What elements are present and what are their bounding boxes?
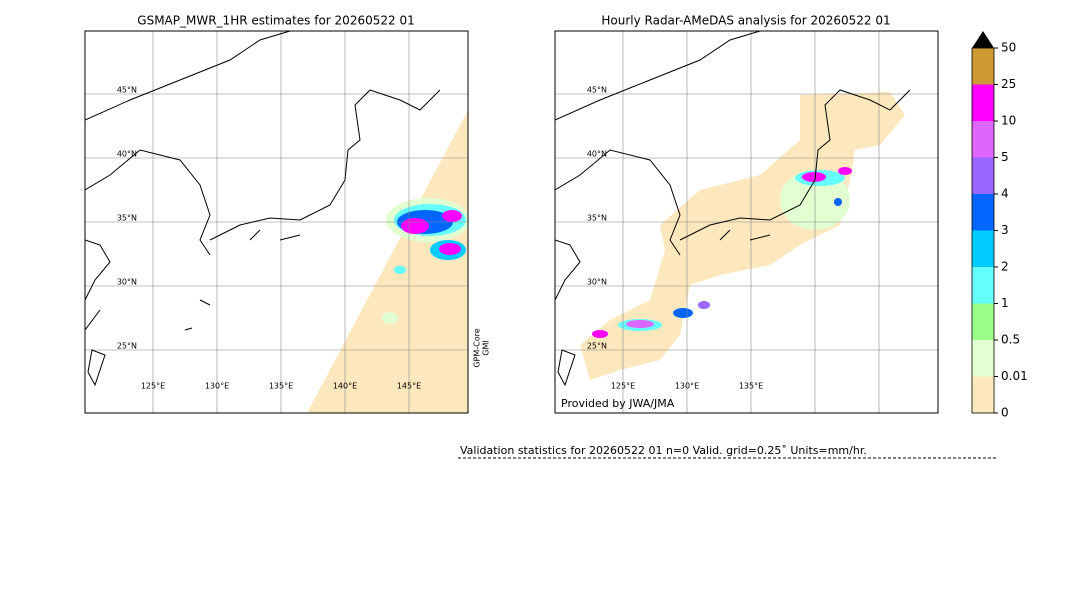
colorbar-segment: [972, 121, 994, 158]
lon-label: 140°E: [333, 382, 357, 391]
validation-text: Validation statistics for 20260522 01 n=…: [460, 444, 867, 457]
lat-label: 30°N: [587, 278, 607, 287]
right-map: [555, 31, 938, 413]
lon-label: 130°E: [205, 382, 229, 391]
colorbar-segment: [972, 376, 994, 413]
colorbar-label: 0.5: [1001, 333, 1020, 347]
lat-label: 25°N: [117, 342, 137, 351]
colorbar-label: 25: [1001, 77, 1016, 91]
left-map: [85, 31, 468, 413]
lon-label: 135°E: [269, 382, 293, 391]
lat-label: 30°N: [117, 278, 137, 287]
lat-label: 35°N: [587, 214, 607, 223]
colorbar-segment: [972, 194, 994, 231]
colorbar-label: 50: [1001, 41, 1016, 55]
right-frame: [554, 30, 939, 414]
colorbar-label: 4: [1001, 187, 1009, 201]
colorbar-label: 0.01: [1001, 369, 1028, 383]
colorbar-label: 3: [1001, 223, 1009, 237]
colorbar-segment: [972, 340, 994, 377]
lat-label: 45°N: [117, 86, 137, 95]
lon-label: 130°E: [675, 382, 699, 391]
colorbar-label: 1: [1001, 296, 1009, 310]
lat-label: 40°N: [587, 150, 607, 159]
lat-label: 25°N: [587, 342, 607, 351]
lon-label: 125°E: [611, 382, 635, 391]
lat-label: 40°N: [117, 150, 137, 159]
lon-label: 145°E: [397, 382, 421, 391]
colorbar-label: 10: [1001, 114, 1016, 128]
colorbar-segment: [972, 267, 994, 304]
radar-coverage: [580, 92, 905, 380]
colorbar-label: 0: [1001, 406, 1009, 420]
lon-label: 135°E: [739, 382, 763, 391]
left-title: GSMAP_MWR_1HR estimates for 20260522 01: [137, 14, 414, 28]
colorbar: 0 0.01 0.5 1 2 3 4 5 10 25 50: [971, 31, 1028, 420]
lon-label: 125°E: [141, 382, 165, 391]
lat-label: 45°N: [587, 86, 607, 95]
right-title: Hourly Radar-AMeDAS analysis for 2026052…: [601, 14, 890, 28]
sensor-label: GPM-Core: [473, 328, 482, 367]
colorbar-segment: [972, 84, 994, 121]
colorbar-segment: [972, 157, 994, 194]
left-frame: [84, 30, 469, 414]
swath: [307, 110, 468, 413]
colorbar-label: 2: [1001, 260, 1009, 274]
colorbar-segment: [972, 303, 994, 340]
colorbar-extend: [972, 31, 994, 48]
colorbar-label: 5: [1001, 150, 1009, 164]
precip: [382, 198, 468, 324]
lat-label: 35°N: [117, 214, 137, 223]
colorbar-segment: [972, 230, 994, 267]
credit: Provided by JWA/JMA: [561, 397, 675, 410]
sensor-label: GMI: [482, 340, 491, 355]
colorbar-segment: [972, 48, 994, 85]
